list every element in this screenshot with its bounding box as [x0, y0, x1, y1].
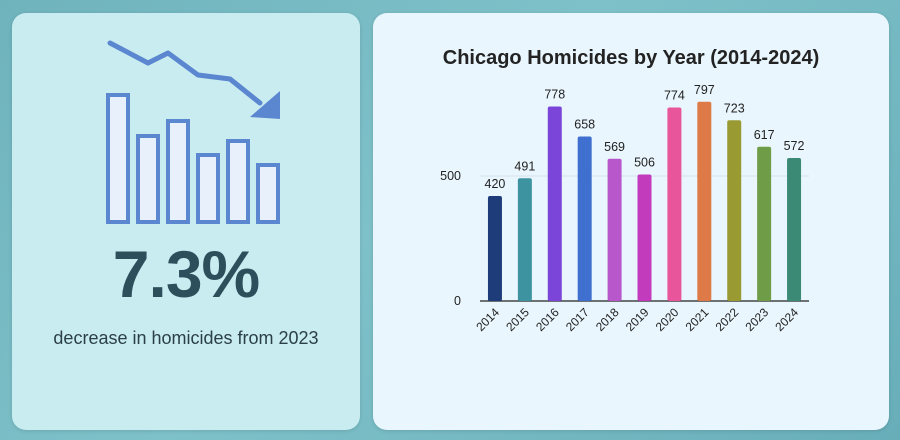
chart-title: Chicago Homicides by Year (2014-2024)	[442, 47, 820, 69]
chart-card: Chicago Homicides by Year (2014-2024) 0 5…	[373, 13, 889, 430]
bar-2018	[607, 158, 622, 301]
stat-caption: decrease in homicides from 2023	[53, 328, 319, 348]
bar-2015	[517, 178, 532, 301]
data-label-2024: 572	[784, 139, 805, 153]
data-label-2020: 774	[664, 89, 685, 103]
bar-2017	[577, 136, 592, 301]
data-label-2015: 491	[514, 159, 535, 173]
stat-value: 7.3%	[112, 237, 260, 311]
bar-2021	[697, 101, 712, 301]
data-label-2014: 420	[485, 177, 506, 191]
data-label-2022: 723	[724, 101, 745, 115]
x-tick-label-2015: 2015	[503, 305, 532, 334]
y-tick-label: 0	[454, 294, 461, 308]
bar-layer	[487, 101, 802, 301]
y-tick-label: 500	[440, 169, 461, 183]
x-tick-label-2024: 2024	[772, 305, 801, 334]
data-label-2019: 506	[634, 156, 655, 170]
x-tick-label-2018: 2018	[593, 305, 622, 334]
x-tick-label-2016: 2016	[533, 305, 562, 334]
x-tick-label-2019: 2019	[623, 305, 652, 334]
data-label-2023: 617	[754, 128, 775, 142]
icon-bar-5	[226, 139, 250, 224]
icon-bar-4	[196, 153, 220, 224]
homicides-bar-chart: 0 500 420 2014 491 2015 778 2016 658 2017 569 2018 5…	[440, 83, 809, 334]
bar-2023	[757, 146, 772, 301]
bar-2020	[667, 107, 682, 301]
icon-bar-6	[256, 163, 280, 224]
bar-2016	[547, 106, 562, 301]
icon-bar-1	[106, 93, 130, 224]
x-tick-label-2023: 2023	[742, 305, 771, 334]
declining-bar-chart-icon	[106, 40, 280, 224]
data-label-2017: 658	[574, 118, 595, 132]
bar-2024	[787, 158, 802, 301]
bar-2014	[487, 196, 502, 301]
x-tick-label-2020: 2020	[653, 305, 682, 334]
icon-bar-2	[136, 134, 160, 224]
stat-card: 7.3% decrease in homicides from 2023	[12, 13, 360, 430]
trend-arrowhead-icon	[250, 91, 280, 119]
x-tick-label-2021: 2021	[683, 305, 712, 334]
bar-2022	[727, 120, 742, 301]
x-tick-label-2022: 2022	[713, 305, 742, 334]
data-label-2021: 797	[694, 83, 715, 97]
icon-bar-3	[166, 119, 190, 224]
trend-line	[107, 40, 263, 106]
data-label-2018: 569	[604, 140, 625, 154]
bar-2019	[637, 174, 652, 301]
data-label-2016: 778	[544, 88, 565, 102]
x-tick-label-2014: 2014	[473, 305, 502, 334]
x-tick-label-2017: 2017	[563, 305, 592, 334]
